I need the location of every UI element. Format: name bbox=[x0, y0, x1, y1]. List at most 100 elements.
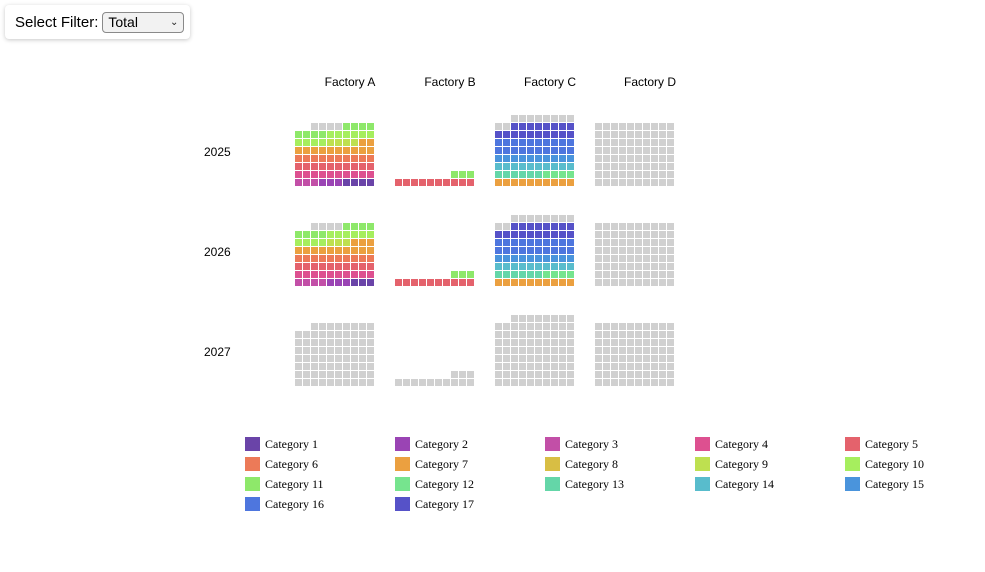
waffle-square bbox=[303, 355, 310, 362]
waffle-square bbox=[659, 139, 666, 146]
waffle-square bbox=[643, 231, 650, 238]
waffle-square bbox=[619, 239, 626, 246]
waffle-square bbox=[527, 223, 534, 230]
waffle-square bbox=[543, 155, 550, 162]
waffle-square bbox=[527, 379, 534, 386]
waffle-square bbox=[535, 147, 542, 154]
waffle-square bbox=[343, 255, 350, 262]
waffle-square bbox=[643, 371, 650, 378]
waffle-square bbox=[619, 139, 626, 146]
legend-label: Category 17 bbox=[415, 497, 474, 511]
waffle-square bbox=[567, 123, 574, 130]
waffle-square bbox=[643, 239, 650, 246]
legend-label: Category 3 bbox=[565, 437, 618, 451]
waffle-square bbox=[551, 255, 558, 262]
waffle-square bbox=[343, 231, 350, 238]
waffle-square bbox=[559, 363, 566, 370]
waffle-square bbox=[459, 271, 466, 278]
waffle-square bbox=[643, 379, 650, 386]
waffle-square bbox=[551, 355, 558, 362]
waffle-square bbox=[295, 347, 302, 354]
legend-item: Category 4 bbox=[695, 437, 768, 451]
waffle-square bbox=[627, 271, 634, 278]
legend-item: Category 12 bbox=[395, 477, 474, 491]
waffle-square bbox=[551, 115, 558, 122]
waffle-square bbox=[451, 379, 458, 386]
waffle-square bbox=[559, 279, 566, 286]
waffle-square bbox=[603, 239, 610, 246]
waffle-square bbox=[311, 339, 318, 346]
waffle-square bbox=[311, 179, 318, 186]
waffle-square bbox=[311, 363, 318, 370]
waffle-square bbox=[411, 379, 418, 386]
waffle-square bbox=[351, 239, 358, 246]
waffle-square bbox=[543, 271, 550, 278]
waffle-square bbox=[635, 271, 642, 278]
waffle-square bbox=[543, 179, 550, 186]
waffle-square bbox=[359, 323, 366, 330]
waffle-square bbox=[511, 155, 518, 162]
waffle-square bbox=[311, 271, 318, 278]
filter-selected-value: Total bbox=[108, 14, 138, 30]
waffle-square bbox=[295, 371, 302, 378]
waffle-square bbox=[627, 331, 634, 338]
waffle-square bbox=[511, 271, 518, 278]
waffle-square bbox=[543, 263, 550, 270]
waffle-square bbox=[351, 171, 358, 178]
waffle-cell bbox=[595, 123, 674, 186]
waffle-square bbox=[303, 155, 310, 162]
waffle-square bbox=[351, 271, 358, 278]
filter-select[interactable]: Total ⌄ bbox=[102, 11, 185, 33]
waffle-square bbox=[319, 155, 326, 162]
waffle-square bbox=[311, 147, 318, 154]
waffle-square bbox=[495, 139, 502, 146]
waffle-square bbox=[527, 247, 534, 254]
waffle-square bbox=[327, 263, 334, 270]
waffle-square bbox=[459, 279, 466, 286]
waffle-square bbox=[367, 147, 374, 154]
waffle-square bbox=[643, 279, 650, 286]
waffle-square bbox=[567, 171, 574, 178]
waffle-square bbox=[659, 231, 666, 238]
waffle-square bbox=[567, 155, 574, 162]
waffle-square bbox=[527, 215, 534, 222]
waffle-square bbox=[643, 223, 650, 230]
waffle-square bbox=[443, 379, 450, 386]
waffle-cell bbox=[495, 215, 574, 286]
waffle-square bbox=[311, 123, 318, 130]
waffle-square bbox=[351, 179, 358, 186]
waffle-square bbox=[595, 331, 602, 338]
waffle-square bbox=[595, 323, 602, 330]
waffle-square bbox=[519, 255, 526, 262]
waffle-square bbox=[303, 339, 310, 346]
waffle-square bbox=[559, 263, 566, 270]
waffle-square bbox=[519, 379, 526, 386]
waffle-square bbox=[667, 263, 674, 270]
waffle-square bbox=[651, 347, 658, 354]
waffle-square bbox=[603, 123, 610, 130]
waffle-square bbox=[659, 379, 666, 386]
waffle-square bbox=[503, 139, 510, 146]
waffle-square bbox=[659, 255, 666, 262]
waffle-square bbox=[611, 271, 618, 278]
waffle-square bbox=[327, 371, 334, 378]
waffle-square bbox=[359, 339, 366, 346]
waffle-square bbox=[527, 271, 534, 278]
waffle-square bbox=[567, 347, 574, 354]
waffle-square bbox=[503, 271, 510, 278]
waffle-square bbox=[595, 363, 602, 370]
waffle-square bbox=[319, 147, 326, 154]
waffle-square bbox=[619, 371, 626, 378]
waffle-cell bbox=[595, 223, 674, 286]
waffle-square bbox=[451, 371, 458, 378]
waffle-square bbox=[367, 355, 374, 362]
waffle-square bbox=[659, 279, 666, 286]
waffle-square bbox=[435, 279, 442, 286]
waffle-square bbox=[503, 247, 510, 254]
waffle-square bbox=[503, 339, 510, 346]
waffle-square bbox=[311, 279, 318, 286]
waffle-square bbox=[603, 223, 610, 230]
waffle-square bbox=[603, 139, 610, 146]
waffle-square bbox=[311, 163, 318, 170]
waffle-square bbox=[595, 247, 602, 254]
